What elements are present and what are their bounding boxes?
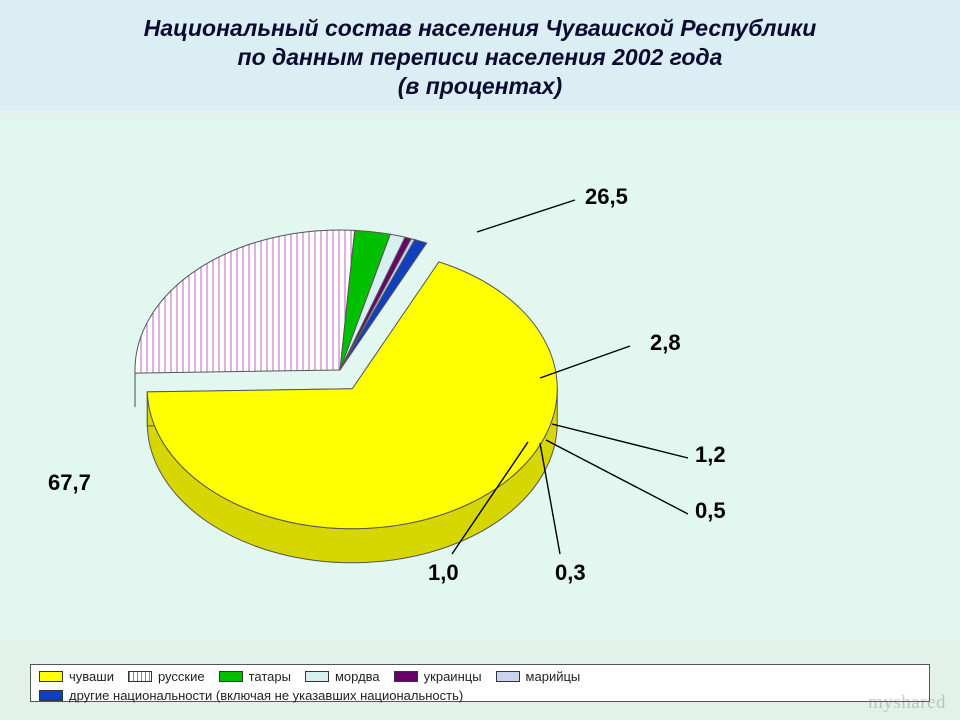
legend-item: русские xyxy=(128,669,205,684)
legend-item: украинцы xyxy=(394,669,482,684)
legend-swatch xyxy=(305,671,329,682)
title-line-3: (в процентах) xyxy=(10,72,950,101)
value-label-другие национальности (включая не указавших национальность): 1,0 xyxy=(428,560,459,586)
legend-item: татары xyxy=(219,669,291,684)
value-label-украинцы: 0,5 xyxy=(695,498,726,524)
title-line-2: по данным переписи населения 2002 года xyxy=(10,43,950,72)
legend-label: русские xyxy=(158,669,205,684)
pie-slice-русские xyxy=(135,230,355,373)
title-bar: Национальный состав населения Чувашской … xyxy=(0,0,960,110)
value-label-марийцы: 0,3 xyxy=(555,560,586,586)
legend-item: мордва xyxy=(305,669,380,684)
value-label-мордва: 1,2 xyxy=(695,442,726,468)
title-line-1: Национальный состав населения Чувашской … xyxy=(10,14,950,43)
legend-label: мордва xyxy=(335,669,380,684)
legend-label: марийцы xyxy=(526,669,581,684)
legend-label: другие национальности (включая не указав… xyxy=(69,688,463,703)
legend-swatch xyxy=(39,671,63,682)
legend-item: чуваши xyxy=(39,669,114,684)
leader-line xyxy=(477,200,575,232)
legend-swatch xyxy=(394,671,418,682)
value-label-русские: 26,5 xyxy=(585,184,628,210)
legend-swatch xyxy=(496,671,520,682)
pie-chart xyxy=(0,120,960,640)
legend-label: чуваши xyxy=(69,669,114,684)
value-label-чуваши: 67,7 xyxy=(48,470,91,496)
leader-line xyxy=(546,440,688,514)
legend-label: татары xyxy=(249,669,291,684)
legend-swatch xyxy=(39,690,63,701)
chart-area: 67,7 26,5 2,8 1,2 0,5 0,3 1,0 xyxy=(0,120,960,640)
legend-item: марийцы xyxy=(496,669,581,684)
value-label-татары: 2,8 xyxy=(650,330,681,356)
page-root: Национальный состав населения Чувашской … xyxy=(0,0,960,720)
legend-item: другие национальности (включая не указав… xyxy=(39,688,463,703)
legend-swatch xyxy=(219,671,243,682)
leader-line xyxy=(552,424,688,458)
legend-swatch xyxy=(128,671,152,682)
legend: чуваши русские татары мордва украинцы марийцы… xyxy=(30,664,930,702)
legend-label: украинцы xyxy=(424,669,482,684)
